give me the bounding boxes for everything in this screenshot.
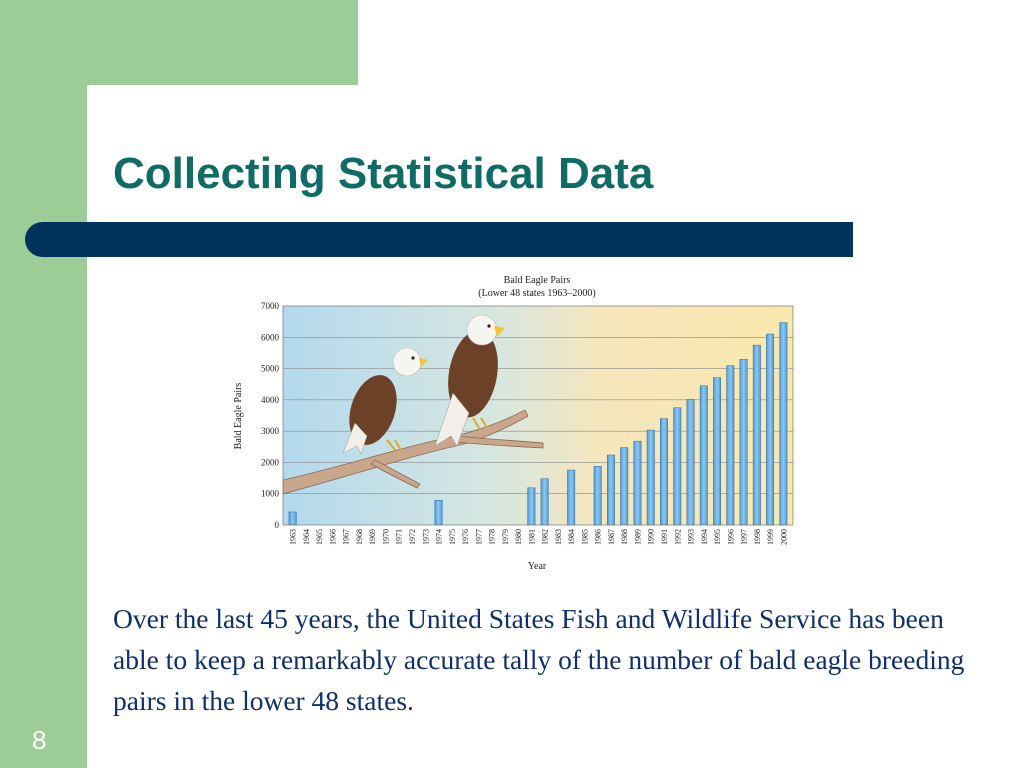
bar-1992: [673, 407, 682, 526]
x-tick-label: 1985: [580, 529, 589, 545]
bar-1981: [527, 487, 536, 526]
y-tick-label: 2000: [261, 457, 280, 467]
y-tick-label: 0: [275, 520, 280, 530]
x-tick-label: 1974: [435, 529, 444, 545]
x-tick-label: 1975: [448, 529, 457, 545]
bar-1989: [633, 440, 642, 526]
chart-title: Bald Eagle Pairs: [504, 275, 571, 286]
y-tick-label: 6000: [261, 332, 280, 342]
x-tick-label: 1967: [342, 529, 351, 545]
x-tick-label: 1964: [302, 529, 311, 545]
x-tick-label: 1983: [554, 529, 563, 545]
x-tick-label: 1987: [607, 529, 616, 545]
x-tick-label: 1977: [474, 529, 483, 545]
y-axis-ticks: 0 1000 2000 3000 4000 5000 6000 7000: [261, 301, 280, 530]
x-tick-label: 1984: [567, 529, 576, 545]
x-tick-label: 1980: [514, 529, 523, 545]
x-tick-label: 1992: [673, 529, 682, 545]
chart-svg: Bald Eagle Pairs (Lower 48 states 1963–2…: [233, 275, 794, 572]
y-tick-label: 5000: [261, 364, 280, 374]
bar-1993: [686, 399, 695, 526]
bar-1974: [434, 500, 443, 526]
y-tick-label: 1000: [261, 489, 280, 499]
x-tick-label: 1979: [501, 529, 510, 545]
x-tick-label: 1968: [355, 529, 364, 545]
green-left-band: [0, 0, 87, 768]
x-tick-label: 1995: [713, 529, 722, 545]
x-tick-label: 1965: [315, 529, 324, 545]
x-tick-label: 2000: [779, 529, 788, 545]
bar-1999: [766, 333, 775, 526]
x-tick-label: 1969: [368, 529, 377, 545]
x-tick-label: 1982: [541, 529, 550, 545]
x-tick-label: 1991: [660, 529, 669, 545]
x-tick-label: 1996: [726, 529, 735, 545]
bar-1982: [540, 478, 549, 526]
page-number: 8: [32, 725, 47, 755]
bar-1963: [288, 511, 297, 526]
x-tick-label: 1998: [753, 529, 762, 545]
eagle-left: [342, 347, 428, 455]
x-tick-label: 1976: [461, 529, 470, 545]
chart-subtitle: (Lower 48 states 1963–2000): [478, 288, 595, 299]
bald-eagle-chart: Bald Eagle Pairs (Lower 48 states 1963–2…: [225, 268, 805, 580]
bar-1987: [606, 454, 615, 526]
x-tick-label: 1981: [527, 529, 536, 545]
bar-1994: [699, 385, 708, 526]
x-tick-label: 1986: [594, 529, 603, 545]
x-tick-label: 1966: [328, 529, 337, 545]
slide-title: Collecting Statistical Data: [113, 149, 654, 198]
x-tick-label: 1971: [395, 529, 404, 545]
bar-1991: [660, 418, 668, 526]
x-tick-label: 1972: [408, 529, 417, 545]
y-tick-label: 7000: [261, 301, 280, 311]
bar-1984: [567, 469, 576, 526]
y-tick-label: 3000: [261, 426, 280, 436]
x-axis-ticks: 1963 1964 1965 1966 1967 1968 1969 1970 1971 1972…: [289, 529, 789, 545]
x-tick-label: 1963: [289, 529, 298, 545]
x-tick-label: 1994: [700, 529, 709, 545]
x-tick-label: 1997: [740, 529, 749, 545]
x-axis-label: Year: [528, 561, 547, 572]
plot-frame: [282, 305, 794, 526]
branch-illustration: [282, 409, 544, 495]
eagle-right: [434, 314, 505, 447]
x-tick-label: 1993: [687, 529, 696, 545]
x-tick-label: 1970: [381, 529, 390, 545]
x-tick-label: 1999: [766, 529, 775, 545]
y-axis-label: Bald Eagle Pairs: [233, 383, 244, 450]
bar-1997: [739, 359, 748, 526]
y-tick-label: 4000: [261, 395, 280, 405]
bar-2000: [779, 322, 788, 526]
title-underline-bar: [25, 222, 853, 257]
bar-1986: [593, 466, 602, 526]
body-paragraph: Over the last 45 years, the United State…: [113, 603, 965, 716]
x-tick-label: 1978: [488, 529, 497, 545]
eagle-illustration: [342, 314, 505, 455]
bar-1988: [620, 447, 629, 526]
bar-1990: [646, 429, 655, 526]
bar-1996: [726, 365, 735, 526]
x-tick-label: 1988: [620, 529, 629, 545]
bar-1995: [713, 377, 722, 526]
x-tick-label: 1989: [633, 529, 642, 545]
x-tick-label: 1990: [647, 529, 656, 545]
x-tick-label: 1973: [421, 529, 430, 545]
bar-1998: [752, 344, 761, 526]
